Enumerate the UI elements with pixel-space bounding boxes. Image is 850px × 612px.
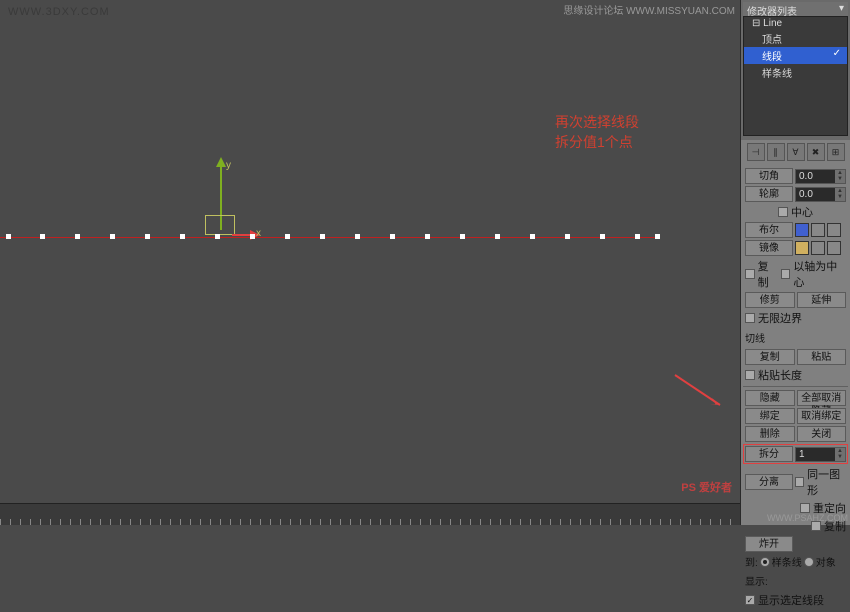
display-label: 显示: [743,571,848,590]
copy-checkbox[interactable]: 复制 [745,258,779,290]
bool-sub-icon[interactable] [811,223,825,237]
spline-vertex[interactable] [215,234,220,239]
tan-copy-button[interactable]: 复制 [745,349,795,365]
stack-spline[interactable]: 样条线 [744,64,847,81]
spline-vertex[interactable] [390,234,395,239]
trim-button[interactable]: 修剪 [745,292,795,308]
mirror-v-icon[interactable] [811,241,825,255]
bool-int-icon[interactable] [827,223,841,237]
unbind-button[interactable]: 取消绑定 [797,408,847,424]
to-object-radio[interactable] [804,557,814,567]
modifier-dropdown[interactable]: 修改器列表 [743,2,848,16]
stack-tools: ⊣ ∥ ∀ ✖ ⊞ [741,140,850,164]
axis-origin-box [205,215,235,235]
spline-vertex[interactable] [75,234,80,239]
watermark-bottom: WWW.PSAHZ.COM [767,513,848,523]
paste-length-checkbox[interactable]: 粘贴长度 [745,367,802,383]
spline-vertex[interactable] [495,234,500,239]
hide-button[interactable]: 隐藏 [745,390,795,406]
explode-button[interactable]: 炸开 [745,536,793,552]
mirror-button[interactable]: 镜像 [745,240,793,256]
extend-button[interactable]: 延伸 [797,292,847,308]
spline-vertex[interactable] [635,234,640,239]
spline-vertex[interactable] [110,234,115,239]
outline-spinner[interactable]: 0.0▲▼ [795,187,846,202]
close-button[interactable]: 关闭 [797,426,847,442]
spline-vertex[interactable] [530,234,535,239]
spline-vertex[interactable] [180,234,185,239]
spline-vertex[interactable] [355,234,360,239]
tangent-header: 切线 [743,328,848,347]
annotation-arrow [670,370,730,410]
boolean-button[interactable]: 布尔 [745,222,793,238]
stack-segment[interactable]: 线段 [744,47,847,64]
stack-root[interactable]: ⊟ Line [744,17,847,30]
to-label: 到: [745,554,758,569]
spline-line[interactable] [0,237,660,238]
spline-vertex[interactable] [40,234,45,239]
stack-vertex[interactable]: 顶点 [744,30,847,47]
divide-button[interactable]: 拆分 [745,446,793,462]
spline-vertex[interactable] [425,234,430,239]
url-watermark: WWW.3DXY.COM [8,6,110,18]
viewport[interactable]: WWW.3DXY.COM 再次选择线段 拆分值1个点 y x [0,0,740,500]
watermark-top: 思缘设计论坛 WWW.MISSYUAN.COM [563,2,735,17]
timeline[interactable] [0,503,740,525]
unhide-button[interactable]: 全部取消隐藏 [797,390,847,406]
watermark-logo: PS 爱好者 [681,479,732,495]
to-spline-radio[interactable] [760,557,770,567]
spline-vertex[interactable] [145,234,150,239]
command-panel: 修改器列表 ⊟ Line 顶点 线段 样条线 ⊣ ∥ ∀ ✖ ⊞ 切角0.0▲▼… [740,0,850,525]
chamfer-spinner[interactable]: 0.0▲▼ [795,169,846,184]
divide-spinner[interactable]: 1▲▼ [795,447,846,462]
remove-icon[interactable]: ✖ [807,143,825,161]
modifier-stack: 修改器列表 ⊟ Line 顶点 线段 样条线 [741,0,850,140]
same-shape-checkbox[interactable]: 同一图形 [795,466,846,498]
delete-button[interactable]: 删除 [745,426,795,442]
show-icon[interactable]: ∥ [767,143,785,161]
show-selected-checkbox[interactable]: ✓显示选定线段 [745,592,824,608]
bool-union-icon[interactable] [795,223,809,237]
outline-button[interactable]: 轮廓 [745,186,793,202]
annotation-line2: 拆分值1个点 [555,132,633,152]
axis-x [232,234,252,236]
annotation-line1: 再次选择线段 [555,112,639,132]
mirror-b-icon[interactable] [827,241,841,255]
spline-vertex[interactable] [250,234,255,239]
config-icon[interactable]: ⊞ [827,143,845,161]
infinite-checkbox[interactable]: 无限边界 [745,310,802,326]
stack-list[interactable]: ⊟ Line 顶点 线段 样条线 [743,16,848,136]
unique-icon[interactable]: ∀ [787,143,805,161]
spline-vertex[interactable] [655,234,660,239]
mirror-h-icon[interactable] [795,241,809,255]
bind-button[interactable]: 绑定 [745,408,795,424]
geometry-rollout: 切角0.0▲▼ 轮廓0.0▲▼ 中心 布尔 镜像 复制以轴为中心 修剪延伸 无限… [741,164,850,612]
spline-vertex[interactable] [285,234,290,239]
tan-paste-button[interactable]: 粘贴 [797,349,847,365]
pin-icon[interactable]: ⊣ [747,143,765,161]
chamfer-button[interactable]: 切角 [745,168,793,184]
about-pivot-checkbox[interactable]: 以轴为中心 [781,258,846,290]
center-checkbox[interactable]: 中心 [778,204,813,220]
spline-vertex[interactable] [460,234,465,239]
detach-button[interactable]: 分离 [745,474,793,490]
spline-vertex[interactable] [320,234,325,239]
divide-row-highlight: 拆分1▲▼ [743,444,848,464]
spline-vertex[interactable] [600,234,605,239]
axis-y-label: y [226,160,231,171]
spline-vertex[interactable] [565,234,570,239]
spline-vertex[interactable] [6,234,11,239]
